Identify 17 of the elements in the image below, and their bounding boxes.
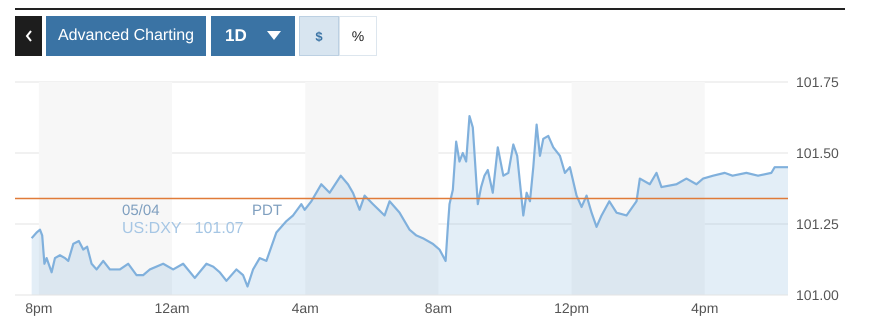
text: $ [299, 16, 339, 56]
annotation: US:DXY 101.07 [122, 220, 244, 238]
y-tick-label: 101.00 [796, 286, 840, 303]
x-tick-label: 12pm [554, 300, 590, 316]
text: % [339, 16, 377, 56]
y-tick-label: 101.50 [796, 144, 840, 161]
x-tick-label: 4am [292, 300, 319, 316]
x-tick-label: 4pm [691, 300, 718, 316]
text: Advanced Charting [46, 16, 206, 56]
annotation: 05/04 [122, 202, 160, 219]
y-tick-label: 101.25 [796, 216, 840, 232]
y-tick-label: 101.75 [796, 74, 840, 90]
x-tick-label: 8am [424, 300, 452, 316]
annotation: PDT [252, 202, 282, 219]
x-tick-label: 12am [154, 300, 190, 316]
text: 1D [211, 16, 295, 56]
x-tick-label: 8pm [25, 300, 52, 316]
